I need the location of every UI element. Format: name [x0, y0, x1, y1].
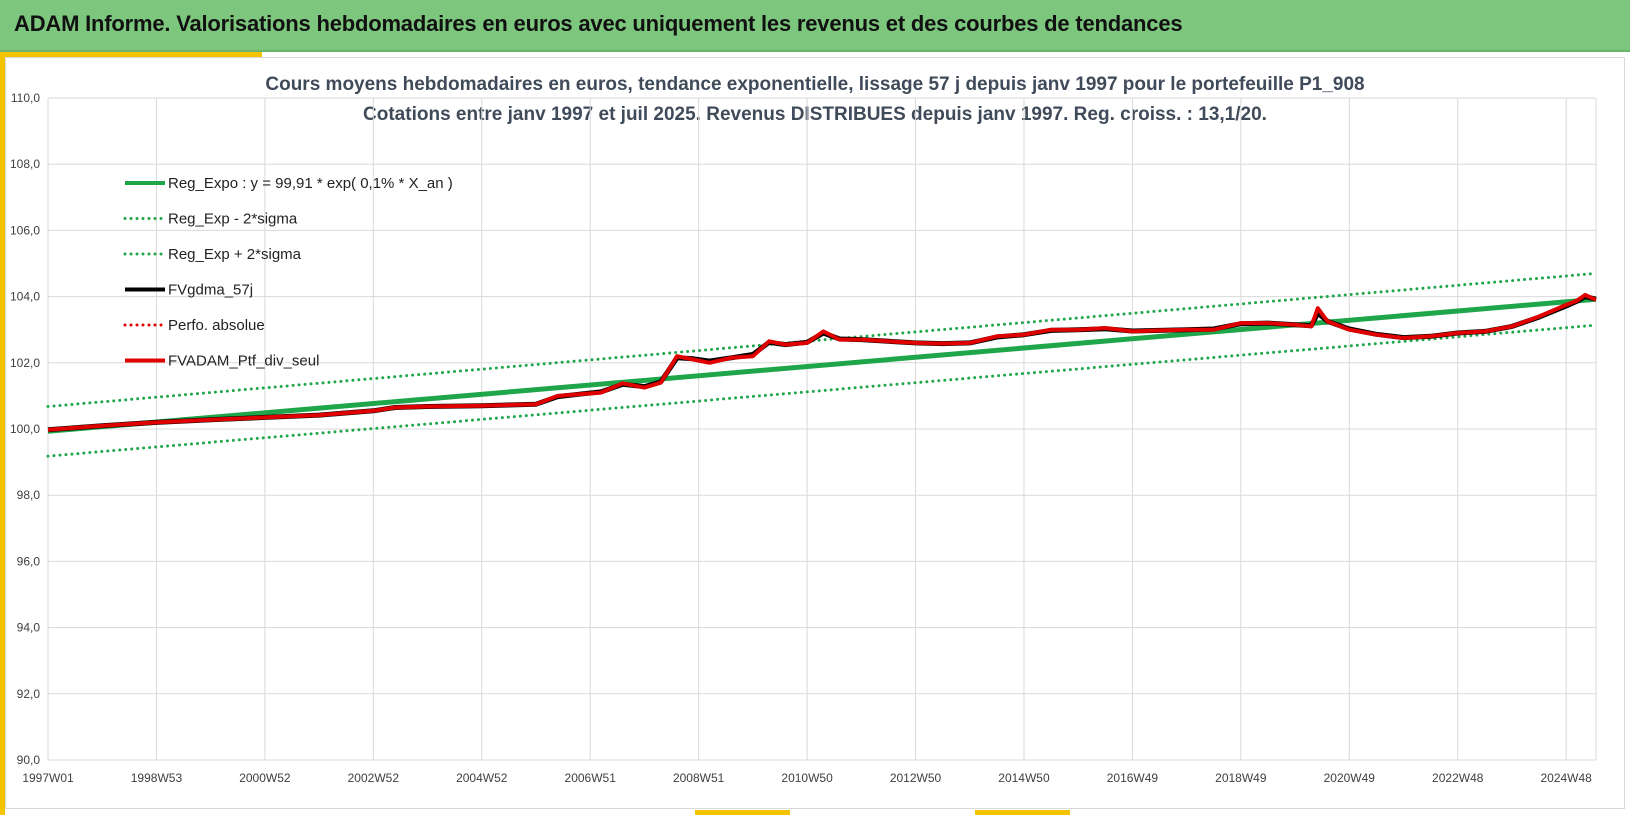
y-tick-label: 100,0: [10, 422, 40, 436]
x-tick-label: 2022W48: [1432, 771, 1484, 785]
chart-series: [46, 271, 1598, 458]
legend-label: FVgdma_57j: [168, 282, 253, 299]
chart-legend: Reg_Expo : y = 99,91 * exp( 0,1% * X_an …: [123, 175, 453, 370]
legend-label: Perfo. absolue: [168, 317, 265, 334]
x-tick-label: 2014W50: [998, 771, 1050, 785]
x-tick-label: 2000W52: [239, 771, 291, 785]
gridlines: [47, 97, 1597, 761]
x-tick-label: 2020W49: [1324, 771, 1376, 785]
y-tick-label: 102,0: [10, 356, 40, 370]
x-tick-label: 2012W50: [890, 771, 942, 785]
x-tick-label: 2004W52: [456, 771, 508, 785]
legend-label: FVADAM_Ptf_div_seul: [168, 353, 319, 370]
x-tick-label: 2002W52: [348, 771, 400, 785]
legend-label: Reg_Exp + 2*sigma: [168, 246, 302, 263]
x-tick-label: 2024W48: [1540, 771, 1592, 785]
y-tick-label: 94,0: [17, 621, 41, 635]
y-tick-label: 98,0: [17, 488, 41, 502]
accent-strip-left: [0, 52, 5, 815]
y-tick-label: 96,0: [17, 554, 41, 568]
y-tick-label: 104,0: [10, 290, 40, 304]
chart-title-line-2: Cotations entre janv 1997 et juil 2025. …: [363, 104, 1267, 125]
x-tick-label: 2006W51: [565, 771, 617, 785]
y-tick-label: 90,0: [17, 753, 41, 767]
series-line: [47, 296, 1597, 434]
series-line: [46, 271, 1598, 408]
x-tick-label: 2018W49: [1215, 771, 1267, 785]
x-tick-label: 1998W53: [131, 771, 183, 785]
x-tick-label: 2016W49: [1107, 771, 1159, 785]
y-tick-label: 106,0: [10, 223, 40, 237]
y-tick-label: 92,0: [17, 687, 41, 701]
x-tick-label: 2008W51: [673, 771, 725, 785]
page-title: ADAM Informe. Valorisations hebdomadaire…: [14, 11, 1183, 36]
x-tick-label: 1997W01: [22, 771, 74, 785]
series-line: [47, 292, 1597, 432]
y-tick-label: 110,0: [11, 91, 40, 105]
x-tick-label: 2010W50: [781, 771, 833, 785]
accent-strip-bottom-1: [695, 810, 790, 815]
header-bar: ADAM Informe. Valorisations hebdomadaire…: [0, 0, 1630, 52]
legend-label: Reg_Expo : y = 99,91 * exp( 0,1% * X_an …: [168, 175, 453, 192]
legend-label: Reg_Exp - 2*sigma: [168, 211, 298, 228]
series-line: [46, 323, 1598, 458]
y-axis-ticks: 90,0 92,0 94,0 96,0 98,0 100,0 102,0 104,0 106,0…: [10, 91, 40, 767]
accent-strip-top: [5, 52, 262, 57]
y-tick-label: 108,0: [10, 157, 40, 171]
accent-strip-bottom-2: [975, 810, 1070, 815]
chart-frame: [5, 57, 1625, 809]
x-axis-ticks: 1997W01 1998W53 2000W52 2002W52 2004W52 2006W…: [22, 771, 1592, 785]
chart-title-line-1: Cours moyens hebdomadaires en euros, ten…: [265, 74, 1365, 95]
